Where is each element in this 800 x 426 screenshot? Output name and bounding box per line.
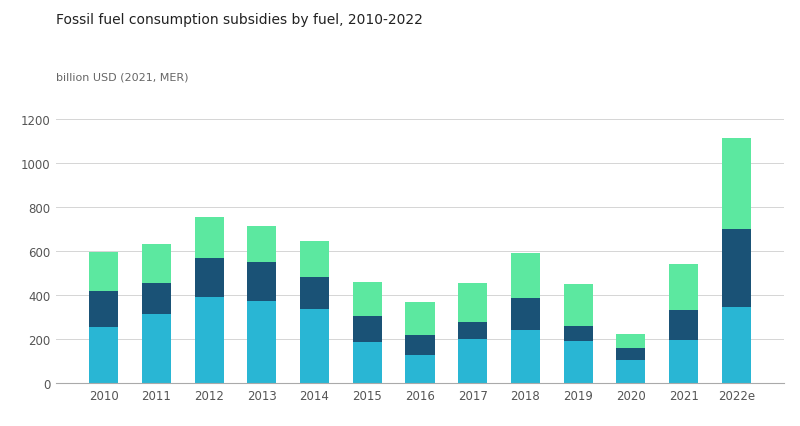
Bar bbox=[617, 360, 646, 383]
Bar bbox=[722, 139, 751, 229]
Bar bbox=[247, 301, 276, 383]
Bar bbox=[353, 316, 382, 343]
Bar bbox=[564, 326, 593, 342]
Bar bbox=[722, 229, 751, 308]
Bar bbox=[300, 310, 329, 383]
Bar bbox=[89, 291, 118, 327]
Bar bbox=[669, 265, 698, 311]
Bar bbox=[89, 327, 118, 383]
Bar bbox=[617, 334, 646, 348]
Bar bbox=[458, 322, 487, 340]
Bar bbox=[353, 282, 382, 316]
Bar bbox=[89, 253, 118, 291]
Bar bbox=[511, 253, 540, 299]
Bar bbox=[142, 314, 171, 383]
Bar bbox=[353, 343, 382, 383]
Bar bbox=[300, 277, 329, 310]
Bar bbox=[194, 297, 223, 383]
Bar bbox=[142, 283, 171, 314]
Bar bbox=[194, 258, 223, 297]
Bar bbox=[669, 340, 698, 383]
Bar bbox=[617, 348, 646, 360]
Bar bbox=[564, 342, 593, 383]
Bar bbox=[247, 226, 276, 262]
Bar bbox=[406, 335, 434, 355]
Text: Fossil fuel consumption subsidies by fuel, 2010-2022: Fossil fuel consumption subsidies by fue… bbox=[56, 13, 423, 27]
Bar bbox=[406, 355, 434, 383]
Text: billion USD (2021, MER): billion USD (2021, MER) bbox=[56, 72, 189, 82]
Bar bbox=[511, 331, 540, 383]
Bar bbox=[142, 245, 171, 283]
Bar bbox=[564, 285, 593, 326]
Bar bbox=[247, 262, 276, 301]
Bar bbox=[511, 299, 540, 331]
Bar bbox=[458, 283, 487, 322]
Bar bbox=[194, 217, 223, 258]
Bar bbox=[300, 242, 329, 277]
Bar bbox=[406, 302, 434, 335]
Bar bbox=[722, 308, 751, 383]
Bar bbox=[458, 340, 487, 383]
Bar bbox=[669, 311, 698, 340]
